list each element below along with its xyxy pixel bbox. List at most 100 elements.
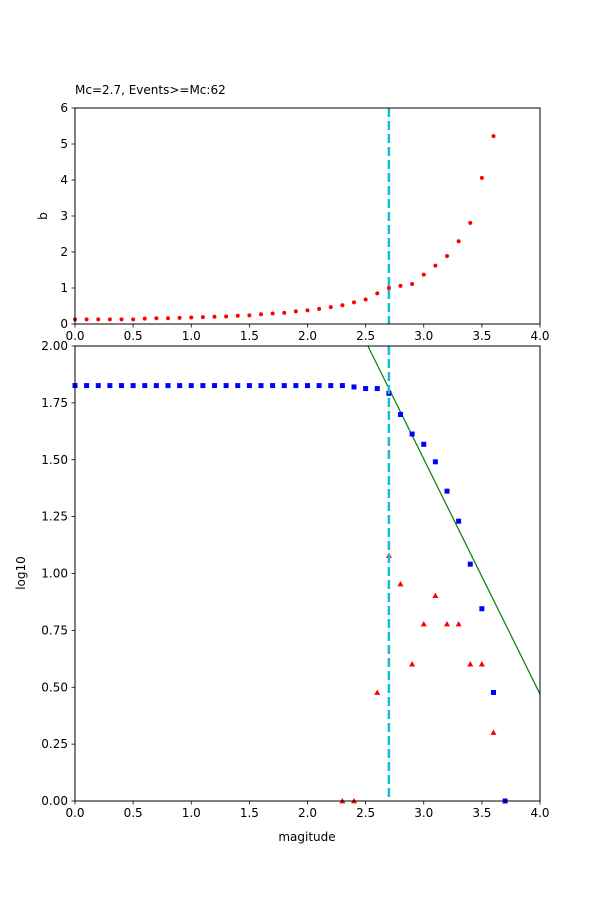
top-point [154, 316, 159, 321]
top-point [421, 272, 426, 277]
bottom-triangle-point [467, 661, 474, 667]
top-x-tick-label: 3.5 [472, 329, 491, 343]
top-point [456, 239, 461, 244]
top-x-tick-label: 4.0 [530, 329, 549, 343]
top-point [433, 263, 438, 268]
bottom-square-point [409, 431, 415, 437]
top-point [96, 317, 101, 322]
top-point [375, 291, 380, 296]
bottom-square-point [142, 383, 148, 389]
bottom-square-point [130, 383, 136, 389]
top-point [445, 253, 449, 258]
bottom-triangle-point [455, 621, 462, 627]
top-point [119, 317, 124, 322]
bottom-plot-frame [74, 345, 541, 802]
bottom-square-point [328, 383, 334, 389]
top-point [317, 306, 322, 311]
top-plot-frame [74, 107, 541, 325]
top-point [107, 317, 112, 322]
top-point [491, 134, 496, 139]
bottom-square-point [177, 383, 183, 389]
top-y-tick-label: 1 [60, 281, 68, 295]
top-y-tick-label: 6 [60, 101, 68, 115]
top-point [305, 308, 310, 313]
top-point [386, 286, 391, 290]
top-point [200, 315, 205, 320]
bottom-square-point [479, 606, 485, 612]
bottom-square-point [293, 383, 299, 389]
top-point [340, 303, 345, 308]
bottom-square-point [258, 383, 264, 389]
bottom-square-point [246, 383, 252, 389]
bottom-square-point [444, 488, 450, 494]
bottom-square-point [456, 518, 462, 524]
top-x-tick-label: 1.5 [240, 329, 259, 343]
bottom-y-tick-label: 2.00 [41, 339, 68, 353]
bottom-square-point [153, 383, 159, 389]
top-point [177, 315, 182, 320]
bottom-triangle-point [409, 661, 416, 667]
bottom-square-point [363, 386, 369, 392]
bottom-y-tick-label: 1.50 [41, 453, 68, 467]
log10-panel: 0.0 0.5 1.0 1.5 2.0 2.5 3.0 3.5 4.0 0.00 0.25 0.50 0… [14, 339, 550, 844]
top-point [235, 313, 240, 318]
top-point [259, 312, 263, 317]
bottom-square-point [281, 383, 287, 389]
bottom-x-tick-label: 2.0 [298, 806, 317, 820]
bottom-square-point [200, 383, 206, 389]
bottom-y-tick-label: 1.00 [41, 567, 68, 581]
top-point [212, 314, 217, 319]
top-y-tick-label: 3 [60, 209, 68, 223]
bottom-x-axis-label: magitude [278, 830, 335, 844]
bottom-square-point [84, 383, 90, 389]
bottom-axis-ticks: 0.0 0.5 1.0 1.5 2.0 2.5 3.0 3.5 4.0 0.00 0.25 0.50 0… [41, 339, 549, 820]
bottom-square-point [316, 383, 322, 389]
top-axis-ticks: 0.0 0.5 1.0 1.5 2.0 2.5 3.0 3.5 4.0 0 1 2 3 4 5 6 [60, 101, 549, 343]
top-point [131, 317, 136, 322]
bottom-square-point [165, 383, 171, 389]
bottom-y-tick-label: 0.75 [41, 623, 68, 637]
bottom-x-tick-label: 3.5 [472, 806, 491, 820]
bottom-square-point [351, 384, 357, 390]
top-point [270, 311, 275, 316]
bottom-x-tick-label: 3.0 [414, 806, 433, 820]
top-point [247, 313, 252, 318]
top-point [410, 282, 415, 287]
bottom-data-marks [72, 345, 541, 804]
bottom-y-tick-label: 1.75 [41, 396, 68, 410]
bottom-square-point [119, 383, 124, 389]
top-point [282, 310, 287, 315]
bottom-fit-line [367, 345, 541, 695]
top-data-marks [73, 134, 496, 322]
bottom-x-tick-label: 0.5 [124, 806, 143, 820]
bottom-square-point [432, 459, 438, 465]
bottom-square-point [188, 383, 194, 389]
b-value-panel: Mc=2.7, Events>=Mc:62 0.0 0.5 1.0 1.5 2.0 2.5… [36, 83, 550, 343]
bottom-y-axis-label: log10 [14, 556, 28, 590]
bottom-square-point [467, 561, 473, 567]
bottom-square-point [212, 383, 217, 389]
top-point [166, 316, 170, 321]
bottom-triangle-point [374, 689, 381, 695]
bottom-triangle-point [444, 621, 450, 627]
bottom-square-point [421, 441, 427, 447]
bottom-y-tick-label: 1.25 [41, 510, 68, 524]
bottom-x-tick-label: 1.5 [240, 806, 259, 820]
top-point [189, 315, 194, 320]
top-point [363, 297, 368, 302]
top-point [328, 305, 333, 310]
top-point [84, 317, 89, 322]
bottom-y-tick-label: 0.00 [41, 794, 68, 808]
bottom-triangle-point [490, 729, 497, 735]
top-y-axis-label: b [36, 212, 50, 220]
top-point [293, 309, 298, 314]
top-x-tick-label: 1.0 [182, 329, 201, 343]
top-point [352, 300, 356, 305]
top-x-tick-label: 0.5 [124, 329, 143, 343]
bottom-triangle-point [397, 580, 404, 587]
bottom-x-tick-label: 4.0 [530, 806, 549, 820]
top-chart-title: Mc=2.7, Events>=Mc:62 [75, 83, 226, 97]
bottom-triangle-point [432, 592, 439, 598]
top-y-tick-label: 2 [60, 245, 68, 259]
